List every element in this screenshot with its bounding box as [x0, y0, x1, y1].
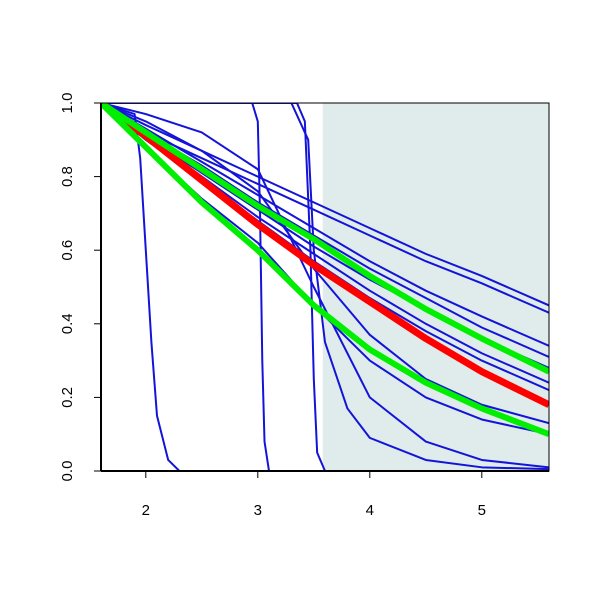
y-tick-label: 0.8 [59, 166, 76, 187]
y-tick-label: 0.2 [59, 387, 76, 408]
y-tick-label: 0.6 [59, 240, 76, 261]
y-tick-label: 0.0 [59, 461, 76, 482]
series-line [101, 103, 549, 307]
series-line [101, 103, 549, 314]
series-line [101, 103, 549, 347]
series-line [101, 103, 549, 438]
y-tick-label: 1.0 [59, 93, 76, 114]
shaded-region [322, 103, 549, 471]
series-line [101, 103, 549, 471]
series-line [101, 103, 549, 471]
x-tick-label: 5 [478, 502, 486, 519]
x-tick-label: 4 [366, 502, 374, 519]
x-tick-label: 3 [254, 502, 262, 519]
series-line [101, 103, 549, 471]
series-line [101, 103, 549, 469]
y-tick-label: 0.4 [59, 313, 76, 334]
x-tick-label: 2 [142, 502, 150, 519]
series-line [101, 103, 549, 375]
series-line [101, 103, 549, 408]
